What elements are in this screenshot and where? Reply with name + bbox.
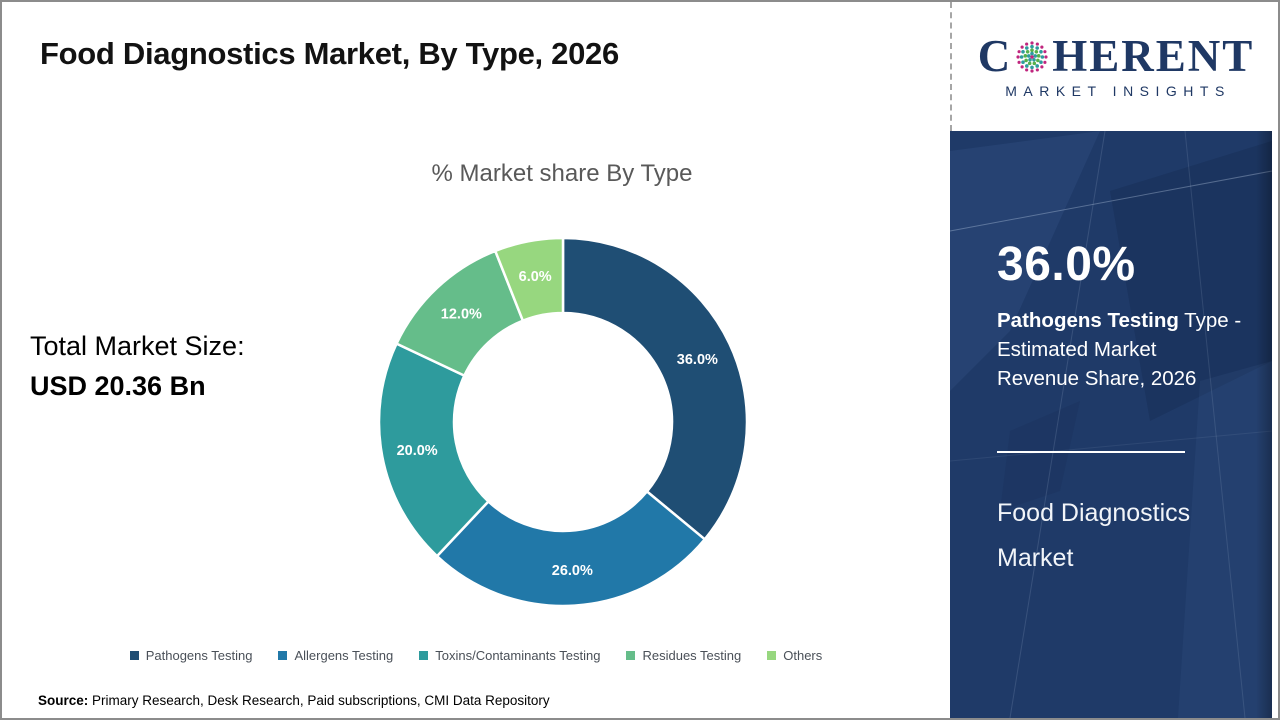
logo-globe-dot	[1039, 49, 1044, 54]
logo-globe-dot	[1030, 47, 1035, 52]
logo-globe-dot	[1030, 44, 1035, 48]
logo-word-rest: HERENT	[1052, 31, 1255, 81]
logo-globe-dot	[1030, 40, 1034, 45]
stat-desc-bold: Pathogens Testing	[997, 309, 1179, 332]
legend-swatch-icon	[419, 651, 429, 660]
logo-globe-dot	[1024, 58, 1029, 62]
donut-slice-label: 26.0%	[552, 563, 593, 579]
logo-globe-dot	[1020, 64, 1024, 68]
logo-globe-dot	[1025, 41, 1029, 46]
coherent-logo: C HERENT MARKET INSIGHTS	[950, 2, 1278, 131]
logo-letter-c: C	[977, 31, 1013, 81]
stat-value: 36.0%	[997, 238, 1136, 291]
logo-globe-dot	[1036, 58, 1040, 62]
logo-globe-dot	[1026, 49, 1030, 54]
logo-globe-dot	[1040, 45, 1044, 49]
donut-slice-label: 20.0%	[397, 443, 438, 459]
logo-globe-dot	[1032, 61, 1037, 65]
total-market-size: Total Market Size: USD 20.36 Bn	[30, 326, 245, 406]
world-map-texture	[950, 131, 1272, 718]
legend-item: Allergens Testing	[278, 648, 393, 663]
logo-globe-dot	[1028, 57, 1033, 62]
source-text: Primary Research, Desk Research, Paid su…	[88, 693, 550, 708]
source-label: Source:	[38, 693, 89, 708]
legend-swatch-icon	[626, 651, 636, 660]
legend-label: Residues Testing	[642, 648, 742, 663]
logo-globe-dot	[1035, 63, 1040, 68]
panel-divider	[997, 451, 1185, 453]
legend-item: Pathogens Testing	[129, 648, 253, 663]
donut-slice-toxins-contaminants-testing	[377, 342, 490, 558]
logo-globe-dot	[1044, 54, 1048, 59]
panel-title: Food Diagnostics Market	[997, 499, 1191, 572]
legend-swatch-icon	[278, 651, 288, 660]
legend-label: Toxins/Contaminants Testing	[435, 648, 601, 663]
donut-slice-allergens-testing	[435, 490, 707, 608]
logo-globe-dot	[1032, 57, 1037, 62]
donut-slice-label: 12.0%	[441, 307, 482, 323]
logo-globe-dot	[1040, 64, 1044, 68]
donut-slice-others	[494, 236, 565, 322]
logo-globe-dot	[1030, 51, 1035, 55]
logo-globe-dot	[1039, 59, 1044, 64]
logo-globe-dot	[1043, 60, 1047, 64]
source-line: Source: Primary Research, Desk Research,…	[38, 693, 550, 708]
logo-globe-dot	[1028, 61, 1032, 65]
slide-title: Food Diagnostics Market, By Type, 2026	[40, 36, 619, 71]
logo-globe-dot	[1021, 59, 1026, 64]
total-market-label: Total Market Size:	[30, 331, 245, 361]
logo-globe-dot	[1017, 49, 1021, 53]
right-panel: 36.0% Pathogens Testing Type - Estimated…	[950, 131, 1272, 718]
legend-swatch-icon	[767, 651, 777, 660]
donut-chart: 36.0% 26.0% 20.0% 12.0% 6.0%	[377, 236, 749, 608]
logo-globe-dot	[1037, 53, 1041, 58]
stat-desc-line3: Revenue Share, 2026	[997, 367, 1197, 390]
logo-globe-dot	[1034, 49, 1039, 54]
legend-item: Residues Testing	[626, 648, 741, 663]
logo-globe-dot	[1021, 49, 1026, 54]
donut-slice-label: 36.0%	[677, 352, 718, 368]
logo-globe-dot	[1025, 45, 1029, 50]
logo-globe-icon	[1016, 40, 1048, 73]
logo-globe-dot	[1027, 53, 1031, 58]
logo-wordmark: C HERENT	[978, 34, 1255, 79]
legend-label: Others	[783, 648, 823, 663]
logo-globe-dot	[1017, 60, 1021, 64]
logo-globe-dot	[1030, 68, 1034, 73]
logo-globe-dot	[1035, 67, 1040, 72]
logo-globe-dot	[1020, 54, 1024, 59]
stat-desc-line2: Estimated Market	[997, 338, 1157, 361]
logo-globe-dot	[1030, 54, 1035, 59]
logo-globe-dot	[1033, 53, 1038, 58]
stat-description: Pathogens Testing Type - Estimated Marke…	[997, 306, 1272, 393]
stat-desc-after-bold: Type -	[1178, 309, 1242, 332]
logo-globe-dot	[1023, 53, 1028, 58]
logo-globe-dot	[1040, 54, 1045, 59]
logo-subtitle: MARKET INSIGHTS	[1005, 83, 1231, 99]
logo-globe-dot	[1030, 65, 1035, 69]
donut-slice-label: 6.0%	[519, 269, 552, 285]
logo-globe-dot	[1035, 45, 1040, 50]
legend-swatch-icon	[129, 651, 139, 660]
logo-globe-dot	[1035, 41, 1040, 46]
legend-item: Others	[767, 648, 822, 663]
panel-content: 36.0% Pathogens Testing Type - Estimated…	[950, 131, 1272, 581]
stat-desc-line1: Pathogens Testing Type -	[997, 306, 1272, 335]
legend-label: Allergens Testing	[294, 648, 394, 663]
logo-globe-dot	[1016, 54, 1020, 59]
logo-globe-dot	[1043, 49, 1047, 53]
logo-globe-dot	[1025, 67, 1029, 72]
chart-legend: Pathogens Testing Allergens Testing Toxins…	[2, 648, 950, 663]
logo-globe-dot	[1020, 45, 1024, 49]
legend-label: Pathogens Testing	[145, 648, 253, 663]
logo-globe-dot	[1025, 63, 1029, 68]
donut-slice-pathogens-testing	[561, 236, 749, 541]
total-market-value: USD 20.36 Bn	[30, 371, 206, 401]
legend-item: Toxins/Contaminants Testing	[419, 648, 600, 663]
chart-title: % Market share By Type	[431, 160, 693, 187]
